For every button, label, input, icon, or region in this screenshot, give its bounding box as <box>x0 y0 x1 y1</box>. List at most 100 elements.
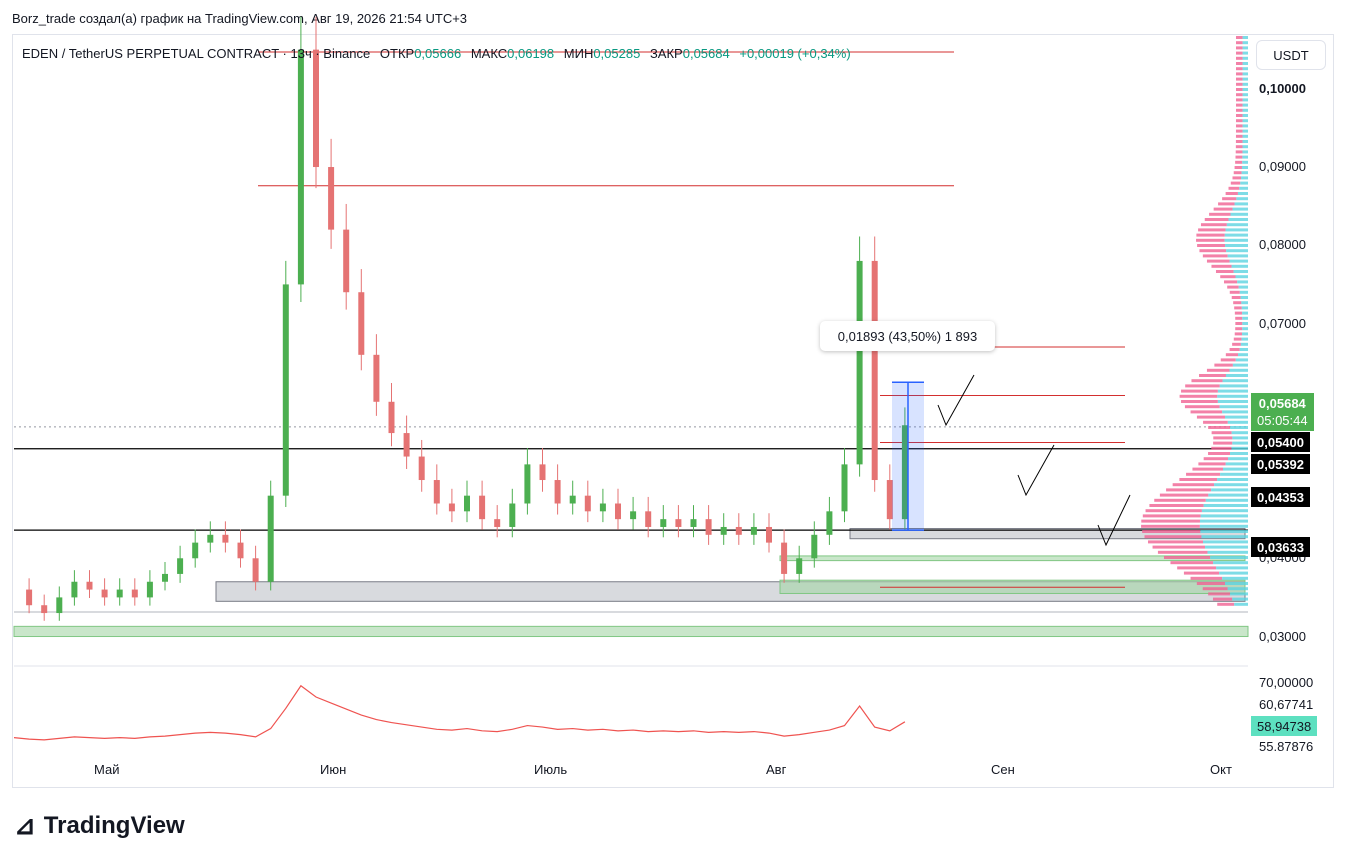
close-value: 0,05684 <box>682 46 730 61</box>
price-tick-1: 0,09000 <box>1259 159 1306 175</box>
vp-down-77 <box>1213 436 1233 440</box>
vp-up-76 <box>1231 431 1248 435</box>
last-price-tag: 0,05684 05:05:44 <box>1251 393 1314 431</box>
vp-up-82 <box>1225 462 1248 466</box>
candle-body-52 <box>796 558 803 574</box>
vp-down-3 <box>1236 51 1243 55</box>
vp-up-70 <box>1217 400 1248 403</box>
vp-up-75 <box>1230 426 1248 429</box>
vp-up-37 <box>1225 228 1248 232</box>
vp-down-35 <box>1204 218 1229 221</box>
currency-button[interactable]: USDT <box>1256 40 1326 70</box>
vp-up-66 <box>1222 379 1248 383</box>
vp-down-102 <box>1177 566 1217 570</box>
measure-tooltip: 0,01893 (43,50%) 1 893 <box>820 321 995 351</box>
vp-up-17 <box>1242 124 1248 128</box>
vp-down-63 <box>1214 363 1233 367</box>
candle-body-24 <box>373 354 380 402</box>
vp-down-50 <box>1231 296 1241 299</box>
vp-up-33 <box>1232 207 1248 211</box>
vp-up-30 <box>1237 192 1248 195</box>
tradingview-logo[interactable]: ⊿ TradingView <box>14 810 185 841</box>
vp-up-38 <box>1224 233 1248 237</box>
vp-down-96 <box>1144 535 1202 539</box>
open-label: ОТКР <box>379 46 415 61</box>
vp-down-79 <box>1211 446 1232 450</box>
vp-down-73 <box>1196 415 1226 419</box>
vp-up-13 <box>1242 103 1248 107</box>
high-value: 0,06198 <box>507 46 555 61</box>
vp-up-91 <box>1201 509 1248 513</box>
vp-up-0 <box>1242 36 1248 39</box>
open-value: 0,05666 <box>414 46 462 61</box>
candle-body-34 <box>524 464 531 504</box>
indicator-tick-2: 60,67741 <box>1259 697 1314 712</box>
symbol-legend: EDEN / TetherUS PERPETUAL CONTRACT · 13ч… <box>22 46 851 61</box>
vp-down-7 <box>1236 72 1243 76</box>
vp-up-63 <box>1232 363 1248 367</box>
vp-up-77 <box>1232 436 1248 440</box>
vp-up-4 <box>1242 56 1248 60</box>
vp-up-85 <box>1217 478 1248 481</box>
vp-up-97 <box>1203 540 1248 544</box>
vp-up-46 <box>1235 275 1248 279</box>
vp-down-42 <box>1202 254 1228 258</box>
indicator-value-tag: 58,94738 <box>1251 716 1318 736</box>
vp-up-68 <box>1217 389 1248 393</box>
level-tag-3: 0,04353 <box>1251 487 1310 507</box>
forecast-arrow-2 <box>1097 494 1131 547</box>
vp-up-55 <box>1242 322 1248 325</box>
vp-down-34 <box>1209 212 1231 216</box>
vp-up-81 <box>1228 457 1248 461</box>
vp-down-74 <box>1203 420 1228 424</box>
vp-down-38 <box>1196 233 1225 237</box>
time-label-oct: Окт <box>1210 762 1232 777</box>
vp-up-54 <box>1242 316 1248 320</box>
vp-up-87 <box>1211 488 1248 492</box>
vp-up-49 <box>1239 290 1248 294</box>
vp-up-42 <box>1227 254 1248 258</box>
vp-down-15 <box>1235 114 1243 117</box>
vp-down-10 <box>1236 88 1243 91</box>
vp-down-14 <box>1235 108 1243 112</box>
candle-body-49 <box>750 526 757 535</box>
vp-down-55 <box>1235 322 1243 325</box>
candle-body-6 <box>101 589 108 598</box>
candle-body-29 <box>448 503 455 512</box>
vp-up-5 <box>1242 62 1248 65</box>
vp-down-33 <box>1213 207 1233 211</box>
vp-down-45 <box>1215 270 1234 273</box>
vp-up-69 <box>1217 394 1248 398</box>
vp-down-85 <box>1179 478 1218 481</box>
vp-up-56 <box>1242 327 1248 331</box>
vp-up-1 <box>1242 41 1248 45</box>
candle-body-32 <box>494 519 501 527</box>
candle-body-27 <box>418 456 425 481</box>
vp-up-103 <box>1219 571 1248 575</box>
candle-body-47 <box>720 526 727 535</box>
candle-body-21 <box>328 167 335 230</box>
candle-body-33 <box>509 503 516 527</box>
vp-down-64 <box>1206 368 1230 372</box>
vp-down-57 <box>1234 332 1243 336</box>
candle-body-45 <box>690 519 697 527</box>
zone-0 <box>849 528 1246 540</box>
candle-body-59 <box>901 425 908 520</box>
vp-down-61 <box>1225 353 1239 357</box>
vp-up-109 <box>1234 602 1248 606</box>
symbol-title[interactable]: EDEN / TetherUS PERPETUAL CONTRACT · 13ч… <box>22 46 371 61</box>
candle-body-40 <box>615 503 621 520</box>
vp-down-72 <box>1190 410 1223 414</box>
candle-body-10 <box>162 573 168 582</box>
vp-up-9 <box>1242 82 1248 86</box>
vp-down-36 <box>1200 223 1227 227</box>
candle-body-12 <box>192 542 199 559</box>
vp-up-7 <box>1242 72 1248 76</box>
vp-up-19 <box>1242 134 1248 138</box>
price-tick-6: 0,03000 <box>1259 628 1306 644</box>
time-label-aug: Авг <box>766 762 787 777</box>
candle-body-9 <box>146 581 153 598</box>
vp-down-90 <box>1149 504 1204 507</box>
vp-down-49 <box>1229 290 1240 294</box>
